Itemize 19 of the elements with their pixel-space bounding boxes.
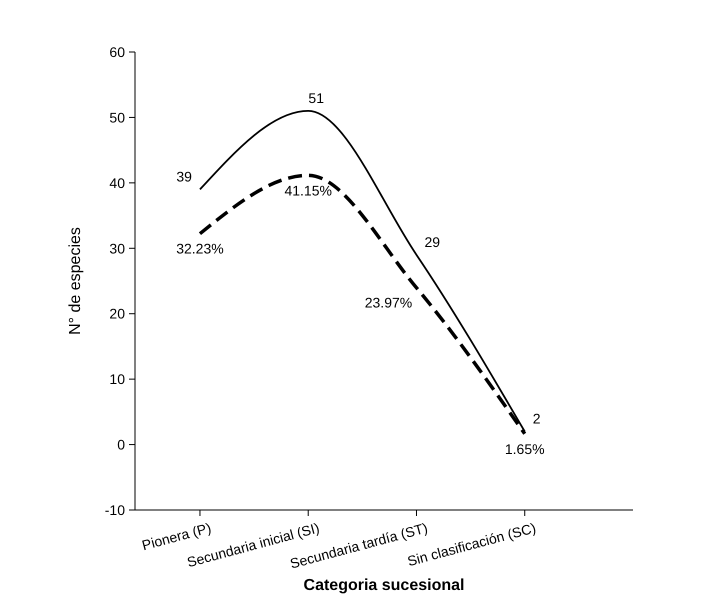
y-tick-label: 20 bbox=[109, 306, 126, 322]
data-label: 32.23% bbox=[176, 240, 224, 257]
y-tick-label: 50 bbox=[109, 109, 126, 126]
data-label: 23.97% bbox=[364, 294, 412, 311]
data-label: 1.65% bbox=[504, 440, 545, 457]
data-label: 2 bbox=[532, 410, 541, 426]
data-label: 41.15% bbox=[284, 182, 332, 198]
y-tick-label: 0 bbox=[117, 436, 126, 453]
y-tick-label: 30 bbox=[109, 240, 126, 256]
y-tick-label: 10 bbox=[109, 371, 126, 388]
data-label: 51 bbox=[308, 90, 324, 106]
data-label: 39 bbox=[176, 168, 192, 184]
x-axis-title: Categoria sucesional bbox=[304, 577, 464, 594]
y-tick-label: -10 bbox=[104, 502, 126, 518]
data-label: 29 bbox=[424, 234, 440, 250]
y-tick-label: 60 bbox=[109, 44, 126, 60]
y-axis-title: N° de especies bbox=[67, 227, 84, 335]
x-tick-label: Pionera (P) bbox=[140, 519, 213, 554]
y-tick-label: 40 bbox=[109, 174, 126, 191]
